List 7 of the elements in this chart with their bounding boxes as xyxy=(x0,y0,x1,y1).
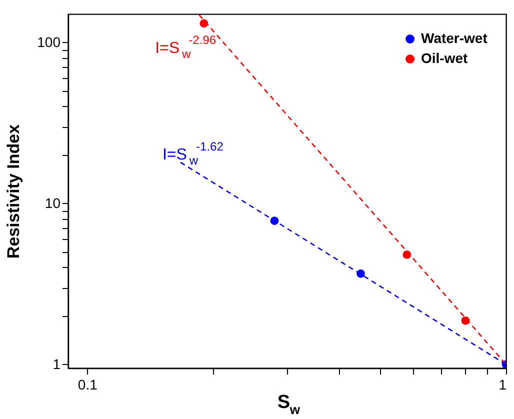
y-tick-label: 1 xyxy=(52,356,61,372)
y-axis-title: Resistivity Index xyxy=(4,124,24,259)
legend-label: Oil-wet xyxy=(421,50,468,66)
y-tick-label: 10 xyxy=(44,194,61,211)
y-tick-label: 100 xyxy=(37,34,61,50)
legend-label: Water-wet xyxy=(421,30,488,46)
x-tick-label: 0.1 xyxy=(78,376,98,392)
